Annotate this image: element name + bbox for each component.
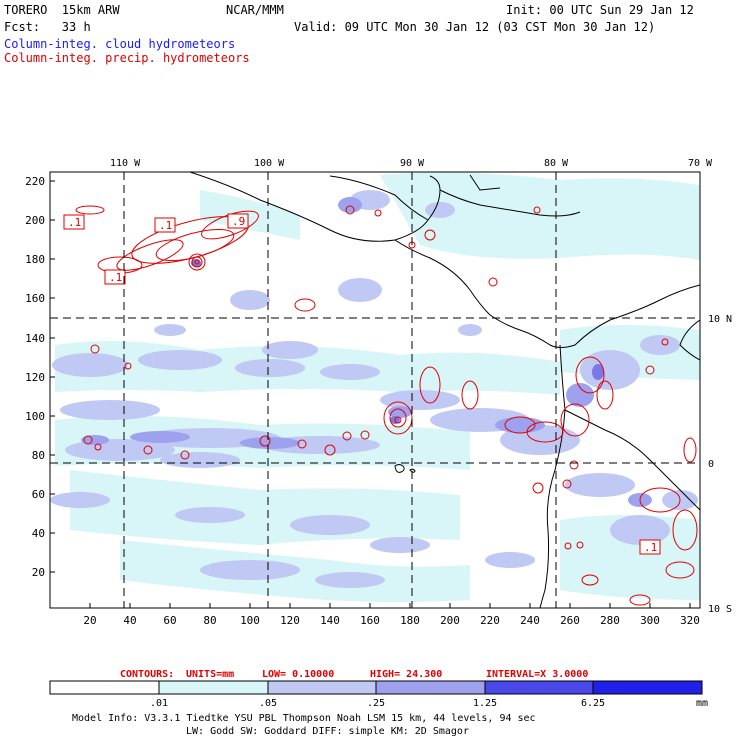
map-frame xyxy=(49,171,701,609)
lat-label: 10 S xyxy=(708,604,732,615)
axis-ticks xyxy=(50,180,691,608)
x-tick: 320 xyxy=(680,614,700,627)
contours-units: UNITS=mm xyxy=(186,669,234,680)
precip-contours xyxy=(75,205,698,606)
lon-label: 80 W xyxy=(544,158,569,169)
y-tick: 80 xyxy=(32,449,45,462)
lat-labels: 10 N 0 10 S xyxy=(708,314,732,615)
y-tick: 160 xyxy=(25,292,45,305)
y-tick: 60 xyxy=(32,488,45,501)
x-tick-labels: 20 40 60 80 100 120 140 160 180 200 220 … xyxy=(83,614,700,627)
y-tick: 40 xyxy=(32,527,45,540)
x-tick: 120 xyxy=(280,614,300,627)
colorbar-tick: .01 xyxy=(150,698,168,709)
lon-label: 110 W xyxy=(110,158,141,169)
contour-label: .1 xyxy=(68,216,81,229)
contour-label: .9 xyxy=(232,215,245,228)
x-tick: 20 xyxy=(83,614,96,627)
x-tick: 40 xyxy=(123,614,136,627)
lon-label: 100 W xyxy=(254,158,285,169)
forecast-hour: Fcst: 33 h xyxy=(4,20,91,34)
contours-interval: INTERVAL=X 3.0000 xyxy=(486,669,588,680)
coastlines xyxy=(189,172,700,608)
lat-label: 0 xyxy=(708,459,714,470)
colorbar-tick: 6.25 xyxy=(581,698,605,709)
model-info: Model Info: V3.3.1 Tiedtke YSU PBL Thomp… xyxy=(72,713,536,737)
contour-label: .1 xyxy=(644,541,657,554)
x-tick: 200 xyxy=(440,614,460,627)
valid-time: Valid: 09 UTC Mon 30 Jan 12 (03 CST Mon … xyxy=(294,20,656,34)
y-tick: 200 xyxy=(25,214,45,227)
x-tick: 160 xyxy=(360,614,380,627)
colorbar-tick: 1.25 xyxy=(473,698,497,709)
model-info-line1: Model Info: V3.3.1 Tiedtke YSU PBL Thomp… xyxy=(72,713,536,724)
lon-labels: 110 W 100 W 90 W 80 W 70 W xyxy=(110,158,713,169)
colorbar-tick: .05 xyxy=(259,698,277,709)
x-tick: 80 xyxy=(203,614,216,627)
y-tick: 220 xyxy=(25,175,45,188)
contour-label: .1 xyxy=(109,271,122,284)
lon-label: 90 W xyxy=(400,158,425,169)
lat-label: 10 N xyxy=(708,314,732,325)
cloud-field-title: Column-integ. cloud hydrometeors xyxy=(4,37,236,51)
contours-label: CONTOURS: xyxy=(120,669,174,680)
contours-info: CONTOURS: UNITS=mm LOW= 0.10000 HIGH= 24… xyxy=(120,669,588,680)
y-tick: 140 xyxy=(25,332,45,345)
x-tick: 220 xyxy=(480,614,500,627)
x-tick: 140 xyxy=(320,614,340,627)
lon-label: 70 W xyxy=(688,158,713,169)
x-tick: 240 xyxy=(520,614,540,627)
precip-field-title: Column-integ. precip. hydrometeors xyxy=(4,51,250,65)
x-tick: 260 xyxy=(560,614,580,627)
org-label: NCAR/MMM xyxy=(226,3,284,17)
model-title: TORERO 15km ARW xyxy=(4,3,120,17)
x-tick: 100 xyxy=(240,614,260,627)
x-tick: 300 xyxy=(640,614,660,627)
colorbar-tick: .25 xyxy=(367,698,385,709)
y-tick: 120 xyxy=(25,371,45,384)
latlon-grid xyxy=(50,172,700,608)
y-tick: 100 xyxy=(25,410,45,423)
y-tick: 20 xyxy=(32,566,45,579)
x-tick: 60 xyxy=(163,614,176,627)
x-tick: 280 xyxy=(600,614,620,627)
contour-label: .1 xyxy=(159,219,172,232)
colorbar-ticks: .01 .05 .25 1.25 6.25 mm xyxy=(150,698,708,709)
y-tick: 180 xyxy=(25,253,45,266)
cloud-shading xyxy=(50,172,700,603)
y-tick-labels: 220 200 180 160 140 120 100 80 60 40 20 xyxy=(25,175,45,579)
colorbar xyxy=(49,680,703,695)
contours-high: HIGH= 24.300 xyxy=(370,669,442,680)
contour-label-group: .1 .1 .9 .1 .1 xyxy=(63,213,661,555)
colorbar-unit: mm xyxy=(696,698,708,709)
model-info-line2: LW: Godd SW: Goddard DIFF: simple KM: 2D… xyxy=(186,726,469,737)
init-time: Init: 00 UTC Sun 29 Jan 12 xyxy=(506,3,694,17)
contours-low: LOW= 0.10000 xyxy=(262,669,334,680)
x-tick: 180 xyxy=(400,614,420,627)
